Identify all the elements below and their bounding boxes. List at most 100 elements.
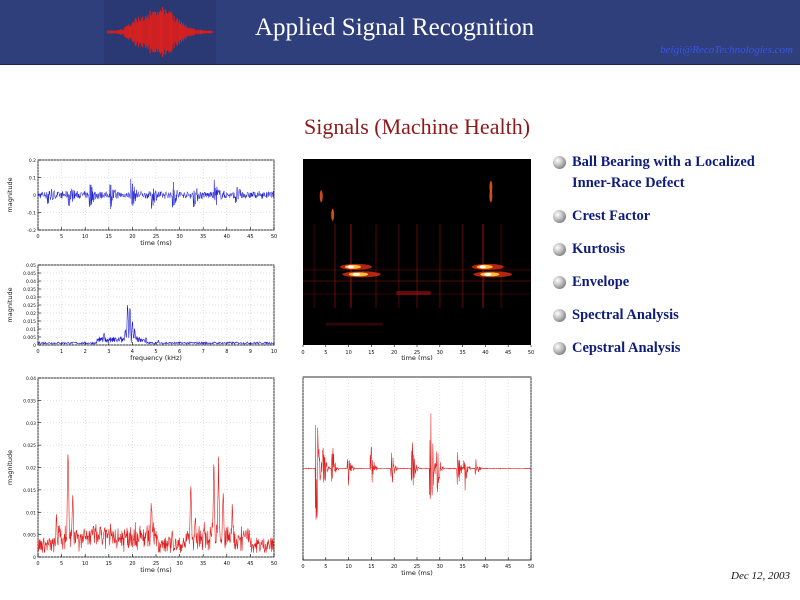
x-axis-label: time (ms) — [401, 354, 433, 360]
y-tick-label: 0.02 — [26, 466, 36, 472]
x-tick-label: 35 — [200, 561, 206, 567]
sphere-bullet-icon — [553, 276, 566, 289]
x-tick-label: 0 — [36, 234, 39, 240]
impact-streak — [461, 224, 464, 308]
hot-spot — [352, 272, 361, 276]
x-tick-label: 4 — [131, 349, 134, 355]
x-tick-label: 10 — [345, 350, 351, 356]
hot-spot — [479, 265, 486, 269]
x-tick-label: 45 — [505, 564, 511, 570]
y-tick-label: 0.045 — [23, 271, 36, 277]
x-tick-label: 10 — [271, 349, 277, 355]
hot-spot — [347, 265, 354, 269]
slide-title: Signals (Machine Health) — [303, 114, 531, 139]
x-tick-label: 0 — [36, 349, 39, 355]
y-tick-label: 0.015 — [23, 488, 36, 494]
hot-spot — [489, 190, 493, 203]
x-tick-label: 30 — [437, 564, 443, 570]
filtered-signal-line — [302, 413, 532, 520]
y-tick-label: 0.01 — [26, 510, 36, 516]
y-axis-label: magnitude — [6, 450, 14, 485]
time-signal-plot: 0 5 10 15 20 25 30 35 40 45 50 -0.2 -0.1 0 0.1 0.2 time … — [6, 158, 277, 247]
x-tick-label: 20 — [129, 234, 135, 240]
y-tick-label: 0 — [33, 343, 36, 349]
x-tick-label: 3 — [107, 349, 110, 355]
x-tick-label: 15 — [368, 564, 374, 570]
x-tick-label: 50 — [528, 350, 534, 356]
x-tick-label: 25 — [153, 234, 159, 240]
x-tick-label: 35 — [459, 564, 465, 570]
y-tick-label: 0.04 — [26, 376, 36, 382]
impact-streak — [416, 224, 418, 308]
x-tick-label: 5 — [324, 564, 327, 570]
frequency-band — [303, 279, 531, 282]
bullet-item: Ball Bearing with a Localized Inner-Race… — [553, 152, 793, 194]
filtered-signal-plot: 0 5 10 15 20 25 30 35 40 45 50 time (ms) — [301, 376, 534, 577]
frequency-band — [303, 268, 531, 271]
envelope-line — [37, 454, 275, 553]
x-tick-label: 5 — [154, 349, 157, 355]
x-tick-label: 6 — [178, 349, 181, 355]
impact-streak — [438, 224, 441, 308]
y-tick-label: 0.015 — [23, 319, 36, 325]
bullet-label: Spectral Analysis — [572, 307, 679, 323]
x-tick-label: 7 — [202, 349, 205, 355]
sphere-bullet-icon — [553, 309, 566, 322]
bullet-item: Crest Factor — [553, 206, 793, 227]
spectrogram-plot: 0 5 10 15 20 25 30 35 40 45 50 time (ms) — [301, 159, 534, 360]
x-tick-label: 45 — [505, 350, 511, 356]
x-tick-label: 1 — [60, 349, 63, 355]
bullet-label: Kurtosis — [572, 241, 626, 257]
y-tick-label: 0.035 — [23, 287, 36, 293]
y-tick-label: 0.005 — [23, 533, 36, 539]
sphere-bullet-icon — [553, 156, 566, 169]
y-axis-label: magnitude — [6, 287, 14, 322]
x-tick-label: 9 — [249, 349, 252, 355]
y-tick-label: 0.025 — [23, 303, 36, 309]
x-tick-label: 40 — [482, 564, 488, 570]
y-tick-label: 0 — [33, 555, 36, 561]
bullet-label: Crest Factor — [572, 208, 651, 224]
x-axis-label: time (ms) — [401, 569, 433, 577]
x-tick-label: 35 — [200, 234, 206, 240]
bullet-label: Envelope — [572, 274, 630, 290]
x-tick-label: 45 — [247, 234, 253, 240]
y-tick-label: 0.05 — [26, 263, 36, 269]
y-tick-label: 0.2 — [29, 158, 36, 164]
spectrum-line — [37, 304, 275, 346]
y-tick-label: 0.005 — [23, 335, 36, 341]
x-tick-label: 40 — [224, 234, 230, 240]
x-tick-label: 10 — [82, 561, 88, 567]
envelope-plot: 0 5 10 15 20 25 30 35 40 45 50 0 0.005 0.01 0.015 0.02 0… — [6, 376, 277, 574]
x-tick-label: 2 — [84, 349, 87, 355]
x-tick-label: 20 — [391, 564, 397, 570]
frequency-band — [325, 322, 383, 326]
y-tick-label: 0 — [33, 193, 36, 199]
x-tick-label: 25 — [153, 561, 159, 567]
x-tick-label: 35 — [459, 350, 465, 356]
bullet-item: Spectral Analysis — [553, 305, 793, 326]
y-tick-label: 0.02 — [26, 311, 36, 317]
x-tick-label: 25 — [414, 350, 420, 356]
sphere-bullet-icon — [553, 210, 566, 223]
x-tick-label: 50 — [528, 564, 534, 570]
bullet-item: Kurtosis — [553, 239, 793, 260]
y-tick-label: 0.03 — [26, 295, 36, 301]
x-tick-label: 15 — [368, 350, 374, 356]
bullet-label: Ball Bearing with a Localized Inner-Race… — [572, 154, 755, 191]
hot-spot — [484, 272, 492, 276]
hot-spot — [489, 180, 493, 193]
header-bar: Applied Signal Recognition beigi@RecoTec… — [0, 0, 800, 65]
x-tick-label: 0 — [301, 564, 304, 570]
header-email[interactable]: beigi@RecoTechnologies.com — [660, 44, 793, 56]
sphere-bullet-icon — [553, 342, 566, 355]
slide-date: Dec 12, 2003 — [731, 570, 790, 582]
y-tick-label: -0.2 — [27, 228, 36, 234]
x-tick-label: 20 — [391, 350, 397, 356]
y-tick-label: -0.1 — [27, 211, 36, 217]
x-tick-label: 15 — [106, 234, 112, 240]
bullet-item: Cepstral Analysis — [553, 338, 793, 359]
x-tick-label: 50 — [271, 561, 277, 567]
hot-spot — [319, 190, 323, 203]
x-axis-label: frequency (kHz) — [130, 354, 182, 362]
